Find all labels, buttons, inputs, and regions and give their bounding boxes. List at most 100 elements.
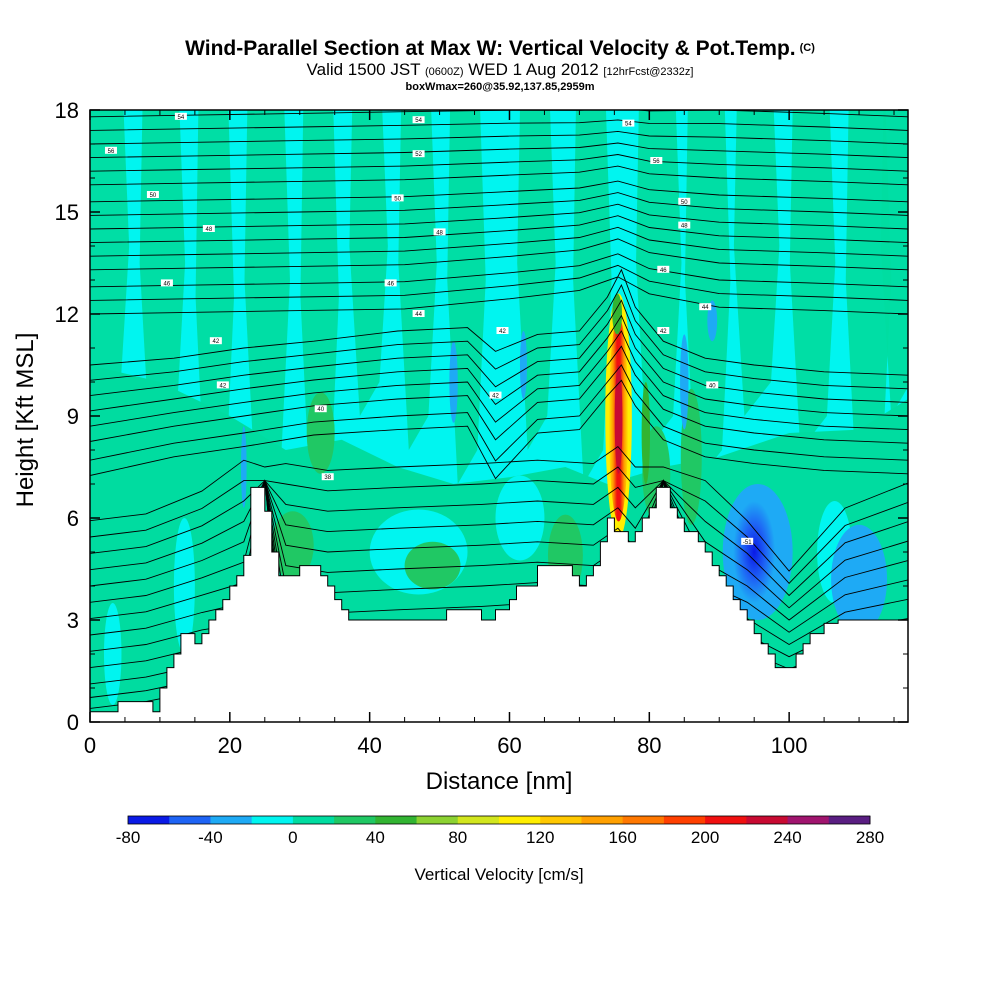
box-info: boxWmax=260@35.92,137.85,2959m — [405, 81, 595, 93]
colorbar-swatch — [787, 816, 830, 824]
ascent-band — [636, 110, 682, 450]
colorbar-swatch — [663, 816, 706, 824]
isentrope-label: 44 — [702, 305, 709, 311]
ascent-blob — [404, 541, 461, 590]
downdraft-core — [733, 501, 776, 603]
x-tick-label: 0 — [84, 733, 96, 758]
valid-utc: (0600Z) — [425, 66, 464, 78]
colorbar — [127, 815, 871, 825]
isentrope-label: 50 — [394, 196, 401, 202]
ascent-band — [789, 110, 836, 450]
isentrope-label-bg — [433, 228, 446, 236]
y-tick-label: 12 — [55, 302, 79, 327]
isentrope-label-bg — [314, 405, 327, 413]
isentrope-label-bg — [174, 112, 187, 120]
isentrope — [90, 276, 908, 315]
isentrope-label: 42 — [219, 383, 226, 389]
x-tick-label: 100 — [771, 733, 808, 758]
isentrope — [90, 466, 908, 584]
isentrope-label-bg — [160, 279, 173, 287]
isentrope-label-bg — [209, 337, 222, 345]
descent-streak — [519, 331, 527, 399]
colorbar-swatch — [292, 816, 335, 824]
colorbar-swatch — [334, 816, 376, 824]
isentrope-label-bg — [146, 191, 159, 198]
x-tick-label: 60 — [497, 733, 521, 758]
isentrope-label-bg — [104, 146, 117, 154]
y-tick-label: 15 — [55, 200, 79, 225]
downdraft-secondary — [831, 524, 888, 634]
isentrope-label: 42 — [660, 329, 667, 335]
isentrope — [90, 180, 908, 203]
ascent-band — [684, 110, 731, 484]
colorbar-swatch — [499, 816, 541, 824]
ascent-band — [845, 110, 892, 484]
colorbar-swatch — [622, 816, 665, 824]
chart-subtitle: Valid 1500 JST (0600Z) WED 1 Aug 2012 [1… — [0, 61, 1000, 81]
isentrope-label: 54 — [625, 122, 632, 128]
y-axis-label: Height [Kft MSL] — [12, 333, 39, 508]
y-tick-label: 0 — [67, 710, 79, 735]
isentrope-label-bg — [321, 473, 334, 481]
isentrope — [90, 142, 908, 159]
isentrope-label: 40 — [317, 407, 324, 413]
isentrope-label: 48 — [681, 224, 688, 230]
descent-streak — [241, 426, 247, 508]
colorbar-swatch — [251, 816, 294, 824]
isentrope-label: 54 — [178, 115, 185, 121]
chart-title: Wind-Parallel Section at Max W: Vertical… — [0, 36, 1000, 61]
x-tick-label: 20 — [218, 733, 242, 758]
colorbar-tick-label: 240 — [773, 828, 801, 847]
isentrope-label-bg — [678, 221, 691, 229]
isentrope-label: 44 — [415, 312, 422, 318]
isentrope — [90, 154, 908, 172]
isentrope — [90, 264, 908, 301]
isentrope-label-bg — [384, 279, 397, 287]
isentrope-label-bg — [657, 327, 670, 334]
isentrope — [90, 299, 908, 403]
colorbar-tick-labels: -80 -40 0 40 80 120 160 200 240 280 — [116, 828, 884, 847]
terrain — [90, 486, 908, 722]
isentrope — [90, 192, 908, 216]
weak-motion-pocket — [495, 475, 545, 561]
ascent-blob — [306, 392, 335, 474]
colorbar-swatch — [746, 816, 789, 824]
colorbar-swatch — [581, 816, 624, 824]
colorbar-tick-label: 0 — [288, 828, 297, 847]
y-tick-labels: 0 3 6 9 12 15 18 — [55, 98, 79, 735]
x-tick-label: 80 — [637, 733, 661, 758]
x-tick-labels: 0 20 40 60 80 100 — [84, 733, 808, 758]
descent-streak — [449, 341, 458, 423]
colorbar-frame — [127, 815, 871, 825]
descent-streak — [707, 300, 718, 342]
isentrope-label: 52 — [415, 152, 422, 158]
isentrope-label-bg — [412, 116, 425, 124]
colorbar-tick-label: 80 — [448, 828, 467, 847]
isentrope-label: 48 — [206, 227, 213, 233]
valid-date: WED 1 Aug 2012 — [468, 60, 599, 79]
y-tick-label: 18 — [55, 98, 79, 123]
isentrope-label: 54 — [415, 118, 422, 124]
forecast-info: [12hrFcst@2332z] — [603, 66, 694, 78]
isentrope — [90, 479, 908, 621]
isentrope — [90, 238, 908, 271]
isentrope — [90, 165, 908, 186]
isentrope-label: 42 — [213, 339, 220, 345]
isentrope — [90, 284, 908, 390]
chart-title-text: Wind-Parallel Section at Max W: Vertical… — [185, 37, 796, 60]
isentrope — [90, 330, 908, 431]
isentrope-label-bg — [216, 381, 229, 389]
isentrope-label: 46 — [164, 281, 171, 287]
valid-time: Valid 1500 JST — [306, 60, 421, 79]
title-block: Wind-Parallel Section at Max W: Vertical… — [0, 36, 1000, 94]
axis-ticks — [89, 109, 908, 723]
descent-streak — [680, 334, 689, 430]
isentrope-label: 38 — [324, 475, 331, 481]
isentrope — [90, 479, 908, 597]
isentrope — [90, 379, 908, 480]
isentrope — [90, 253, 908, 288]
isentrope-label-bg — [678, 197, 691, 205]
ascent-band — [398, 110, 437, 450]
colorbar-swatch — [540, 816, 582, 824]
